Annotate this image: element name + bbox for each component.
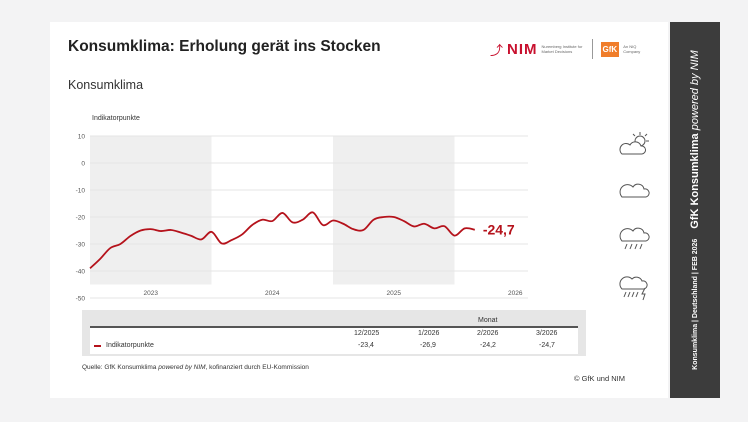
sidebar-brand: GfK Konsumklima powered by NIM — [689, 50, 701, 229]
col-header: 1/2026 — [418, 330, 440, 337]
last-value-label: -24,7 — [483, 222, 515, 238]
sidebar-meta: Konsumklima | Deutschland | FEB 2026 — [691, 238, 699, 370]
y-tick-label: 0 — [81, 161, 85, 168]
rain-cloud-icon — [619, 227, 650, 250]
nim-arrow-icon: ⤴ — [490, 42, 504, 58]
table-cell: -26,9 — [420, 342, 436, 349]
year-shade — [90, 136, 212, 285]
sun-cloud-icon — [619, 132, 649, 155]
slide: Konsumklima: Erholung gerät ins Stocken … — [50, 22, 668, 398]
x-tick-label: 2026 — [508, 290, 523, 297]
x-tick-label: 2025 — [387, 290, 402, 297]
y-tick-label: -30 — [76, 242, 86, 249]
nim-logo: NIM — [507, 40, 538, 58]
row-label: Indikatorpunkte — [106, 342, 154, 349]
col-header: 12/2025 — [354, 330, 380, 337]
y-tick-label: -20 — [76, 215, 86, 222]
nim-logo-sub: Nuremberg Institute for Market Decisions — [541, 44, 583, 54]
col-header: 2/2026 — [477, 330, 499, 337]
logos: ⤴ NIM Nuremberg Institute for Market Dec… — [490, 39, 645, 59]
line-chart: Indikatorpunkte 10 0 -10 -20 -30 -40 -50 2023 202… — [76, 115, 528, 303]
gfk-logo-sub: An NIQ Company — [623, 44, 641, 54]
source-note: Quelle: GfK Konsumklima powered by NIM, … — [82, 364, 309, 371]
sidebar: Konsumklima | Deutschland | FEB 2026 GfK… — [670, 22, 720, 398]
legend-swatch — [94, 345, 101, 347]
copyright: © GfK und NIM — [574, 374, 625, 383]
chart-subtitle: Konsumklima — [68, 78, 144, 92]
page-title: Konsumklima: Erholung gerät ins Stocken — [68, 38, 381, 55]
gfk-logo: GfK — [600, 41, 620, 57]
table-group-header: Monat — [478, 317, 498, 324]
year-shade — [333, 136, 455, 285]
x-tick-label: 2024 — [265, 290, 280, 297]
table-cell: -24,2 — [480, 342, 496, 349]
y-tick-label: -10 — [76, 188, 86, 195]
data-table: Monat 12/2025 1/2026 2/2026 3/2026 Indik… — [82, 310, 586, 356]
y-axis-label: Indikatorpunkte — [92, 115, 140, 122]
cloud-icon — [619, 183, 650, 198]
table-cell: -24,7 — [539, 342, 555, 349]
y-tick-label: -50 — [76, 296, 86, 303]
y-tick-label: -40 — [76, 269, 86, 276]
logo-divider — [591, 39, 593, 59]
thunderstorm-icon — [619, 276, 648, 301]
x-tick-label: 2023 — [144, 290, 159, 297]
table-cell: -23,4 — [358, 342, 374, 349]
y-tick-label: 10 — [78, 134, 86, 141]
col-header: 3/2026 — [536, 330, 558, 337]
